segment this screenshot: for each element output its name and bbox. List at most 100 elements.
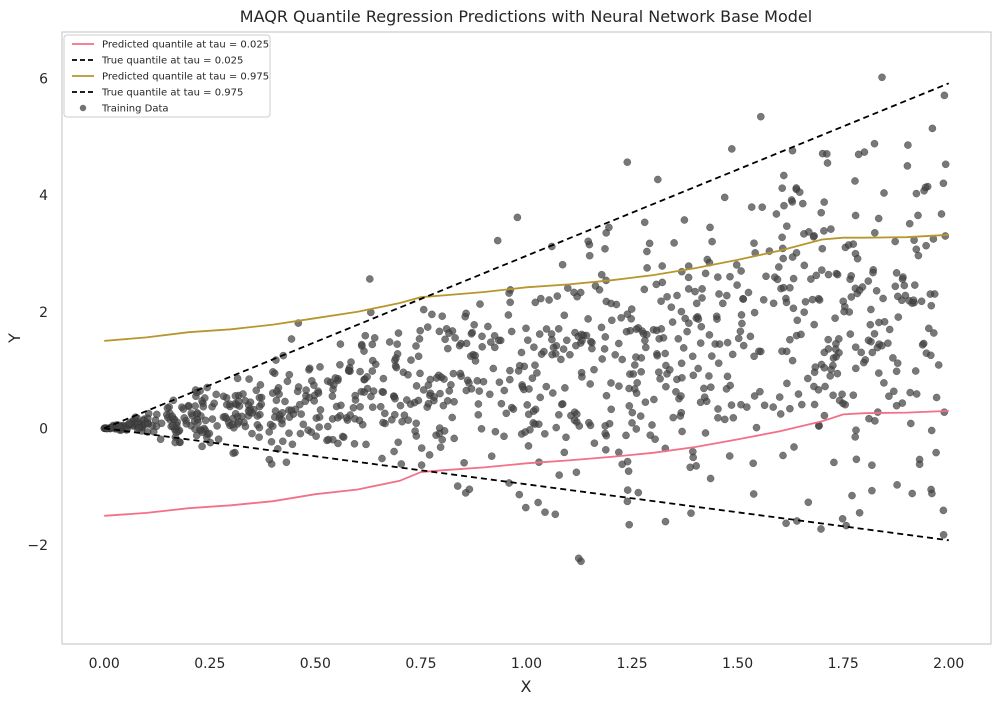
training-data-point (628, 408, 637, 417)
training-data-point (706, 383, 715, 392)
training-data-point (198, 442, 206, 451)
training-data-point (685, 319, 693, 328)
training-data-point (727, 401, 736, 409)
training-data-point (394, 329, 403, 337)
training-data-point (742, 403, 751, 411)
training-data-point (562, 336, 571, 345)
training-data-point (648, 421, 656, 429)
training-data-point (700, 384, 708, 393)
training-data-point (234, 397, 243, 406)
legend-entry-label: Predicted quantile at tau = 0.025 (102, 40, 269, 51)
training-data-point (674, 334, 683, 343)
training-data-point (713, 315, 721, 323)
training-data-point (821, 382, 829, 391)
series-line-3 (103, 82, 950, 430)
training-data-point (797, 400, 806, 409)
training-data-point (810, 400, 819, 409)
x-tick-label: 1.75 (828, 656, 859, 672)
x-tick-label: 0.25 (194, 656, 225, 672)
training-data-point (540, 429, 549, 438)
training-data-point (778, 233, 786, 242)
training-data-point (867, 305, 875, 314)
training-data-point (407, 356, 415, 364)
training-data-point (910, 281, 919, 289)
training-data-point (618, 355, 627, 364)
training-data-point (598, 355, 607, 363)
training-data-point (332, 402, 341, 411)
training-data-point (650, 395, 658, 404)
training-data-point (851, 364, 860, 373)
training-data-point (677, 359, 686, 368)
training-data-point (590, 365, 598, 374)
training-data-point (720, 193, 729, 202)
training-data-point (255, 393, 264, 402)
training-data-point (333, 413, 342, 422)
training-data-point (201, 416, 210, 425)
training-data-point (633, 378, 642, 387)
training-data-point (700, 393, 709, 402)
training-data-point (804, 498, 813, 507)
training-data-point (392, 363, 401, 372)
training-data-point (733, 281, 741, 289)
training-data-point (714, 359, 723, 368)
training-data-point (505, 289, 513, 297)
training-data-point (513, 213, 522, 222)
training-data-point (363, 373, 371, 381)
training-data-point (212, 390, 221, 399)
training-data-point (680, 216, 689, 224)
training-data-point (632, 325, 641, 333)
training-data-point (769, 299, 778, 308)
training-data-point (572, 341, 580, 350)
training-data-point (788, 198, 797, 206)
training-data-point (676, 412, 685, 420)
series-line-2 (104, 233, 949, 342)
training-data-point (379, 388, 388, 397)
training-data-point (456, 369, 465, 378)
x-tick-label: 2.00 (933, 656, 964, 672)
training-data-point (475, 387, 484, 395)
training-data-point (505, 375, 514, 384)
quantile-lines (103, 82, 950, 542)
training-data-point (891, 282, 900, 291)
training-data-point (228, 420, 237, 429)
training-data-point (574, 554, 583, 563)
training-data-point (521, 503, 530, 512)
training-data-point (349, 403, 358, 412)
training-data-point (830, 458, 838, 467)
training-data-point (557, 355, 565, 364)
training-data-point (932, 393, 941, 402)
training-data-point (696, 339, 705, 347)
training-data-point (736, 327, 745, 336)
training-data-point (248, 429, 256, 438)
training-data-point (417, 461, 426, 469)
training-data-point (848, 491, 856, 500)
training-data-point (143, 414, 152, 423)
training-data-point (478, 342, 487, 351)
training-data-point (874, 369, 883, 377)
training-data-point (591, 282, 600, 290)
training-data-point (732, 261, 741, 269)
training-data-point (449, 369, 458, 378)
training-data-point (797, 330, 805, 339)
training-data-point (851, 343, 860, 352)
training-data-point (790, 443, 798, 451)
training-data-point (924, 324, 933, 333)
training-data-point (776, 410, 785, 418)
training-data-point (701, 429, 710, 437)
training-data-point (855, 286, 864, 295)
training-data-point (688, 352, 697, 361)
training-data-point (838, 514, 847, 523)
training-data-point (553, 292, 562, 300)
training-data-point (614, 448, 623, 457)
training-data-point (670, 239, 678, 247)
training-data-point (928, 124, 937, 133)
training-data-point (404, 370, 412, 379)
training-data-point (891, 237, 900, 246)
training-data-point (358, 342, 366, 350)
training-data-point (557, 400, 566, 409)
training-data-point (288, 440, 297, 449)
training-data-point (627, 305, 636, 313)
training-data-point (435, 327, 444, 336)
training-data-point (484, 322, 492, 331)
training-data-point (827, 365, 835, 374)
